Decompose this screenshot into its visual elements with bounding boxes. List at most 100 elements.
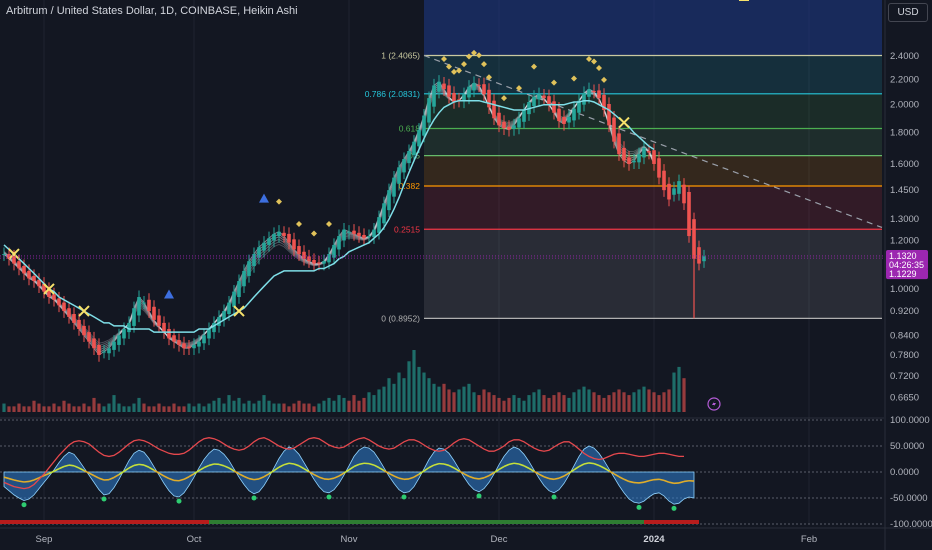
candle-body xyxy=(502,121,506,129)
candle-body xyxy=(217,316,221,326)
candle-body xyxy=(437,81,441,92)
osc-signal-segment xyxy=(88,472,95,477)
candle-body xyxy=(237,281,241,298)
volume-bar xyxy=(387,378,391,412)
volume-bar xyxy=(222,403,226,412)
candle-body xyxy=(507,126,511,130)
osc-signal-segment xyxy=(8,477,15,481)
diamond-marker xyxy=(586,56,592,63)
candle-body xyxy=(372,229,376,238)
fib-label-0.618: 0.618 xyxy=(399,123,421,133)
volume-bar xyxy=(87,406,91,412)
osc-signal-segment xyxy=(513,462,520,465)
candle-body xyxy=(402,159,406,173)
price-axis-label: 0.9200 xyxy=(890,306,919,317)
candle-body xyxy=(307,256,311,262)
candle-body xyxy=(142,302,146,304)
candle-body xyxy=(97,344,101,355)
osc-signal-segment xyxy=(288,462,295,465)
fibonacci-retracement[interactable]: 1 (2.4065)0.786 (2.0831)0.6180.50.3820.2… xyxy=(365,0,883,323)
candle-body xyxy=(82,325,86,336)
fib-zone-0.236 xyxy=(424,186,882,230)
osc-signal-segment xyxy=(683,479,690,483)
diamond-marker xyxy=(471,49,477,56)
volume-bar xyxy=(637,389,641,412)
candle-body xyxy=(27,270,31,279)
volume-bar xyxy=(607,395,611,412)
osc-signal-segment xyxy=(508,462,515,466)
osc-signal-segment xyxy=(483,474,490,479)
osc-status-bar xyxy=(644,520,699,524)
osc-upper-line xyxy=(3,437,684,490)
osc-signal-segment xyxy=(78,467,85,472)
signal-markers xyxy=(8,0,749,317)
volume-bar xyxy=(382,386,386,412)
candle-body xyxy=(677,181,681,194)
price-axis[interactable]: 2.4000 2.2000 2.0000 1.8000 1.6000 1.4500 1.30… xyxy=(890,51,932,530)
fib-label-0: 0 (0.8952) xyxy=(381,313,420,323)
diamond-marker xyxy=(451,68,457,75)
candle-body xyxy=(447,85,451,97)
candle-body xyxy=(602,94,606,111)
volume-bar xyxy=(627,395,631,412)
currency-button[interactable]: USD xyxy=(888,3,928,22)
oscillator-pane xyxy=(0,419,884,525)
osc-signal-segment xyxy=(658,478,665,482)
osc-axis-label: 50.0000 xyxy=(890,441,924,452)
osc-signal-segment xyxy=(398,477,405,481)
volume-bar xyxy=(197,403,201,412)
price-axis-label: 0.7800 xyxy=(890,350,919,361)
candle-body xyxy=(582,92,586,105)
volume-bar xyxy=(182,406,186,412)
volume-bar xyxy=(32,400,36,412)
osc-signal-segment xyxy=(348,465,355,471)
candle-body xyxy=(197,341,201,347)
volume-bar xyxy=(522,400,526,412)
osc-signal-segment xyxy=(448,464,455,469)
candle-body xyxy=(187,346,191,349)
volume-bar xyxy=(77,406,81,412)
osc-signal-segment xyxy=(318,476,325,480)
candle-body xyxy=(417,129,421,147)
candle-body xyxy=(7,254,11,259)
volume-bar xyxy=(402,378,406,412)
candle-body xyxy=(287,233,291,243)
triangle-up-marker xyxy=(164,289,174,299)
candle-body xyxy=(272,233,276,241)
volume-bar xyxy=(422,372,426,412)
volume-bar xyxy=(82,403,86,412)
osc-signal-segment xyxy=(648,478,655,482)
osc-signal-segment xyxy=(203,464,210,469)
candle-body xyxy=(377,217,381,233)
osc-signal-segment xyxy=(153,469,160,474)
osc-signal-segment xyxy=(588,462,595,465)
candle-body xyxy=(512,125,516,129)
x-cross-marker xyxy=(233,305,245,317)
volume-bar xyxy=(237,397,241,412)
candle-body xyxy=(102,351,106,353)
price-axis-label: 0.8400 xyxy=(890,330,919,341)
volume-bar xyxy=(217,397,221,412)
osc-signal-segment xyxy=(493,468,500,474)
price-axis-label: 1.6000 xyxy=(890,159,919,170)
volume-bar xyxy=(262,395,266,412)
volume-bar xyxy=(2,403,6,412)
candle-body xyxy=(567,116,571,123)
osc-signal-segment xyxy=(53,468,60,472)
osc-signal-segment xyxy=(663,479,670,483)
volume-bar xyxy=(572,392,576,412)
volume-bar xyxy=(187,403,191,412)
volume-bar xyxy=(667,389,671,412)
osc-signal-segment xyxy=(43,472,50,477)
candle-body xyxy=(247,261,251,276)
volume-bar xyxy=(307,403,311,412)
volume-bar xyxy=(642,386,646,412)
time-axis[interactable]: SepOctNovDec2024FebMarAprMayJun xyxy=(36,534,932,545)
osc-status-bar xyxy=(0,520,209,524)
osc-signal-segment xyxy=(473,477,480,480)
volume-bar xyxy=(532,392,536,412)
diamond-marker xyxy=(466,53,472,60)
osc-signal-segment xyxy=(593,462,600,467)
fib-label-1: 1 (2.4065) xyxy=(381,50,420,60)
